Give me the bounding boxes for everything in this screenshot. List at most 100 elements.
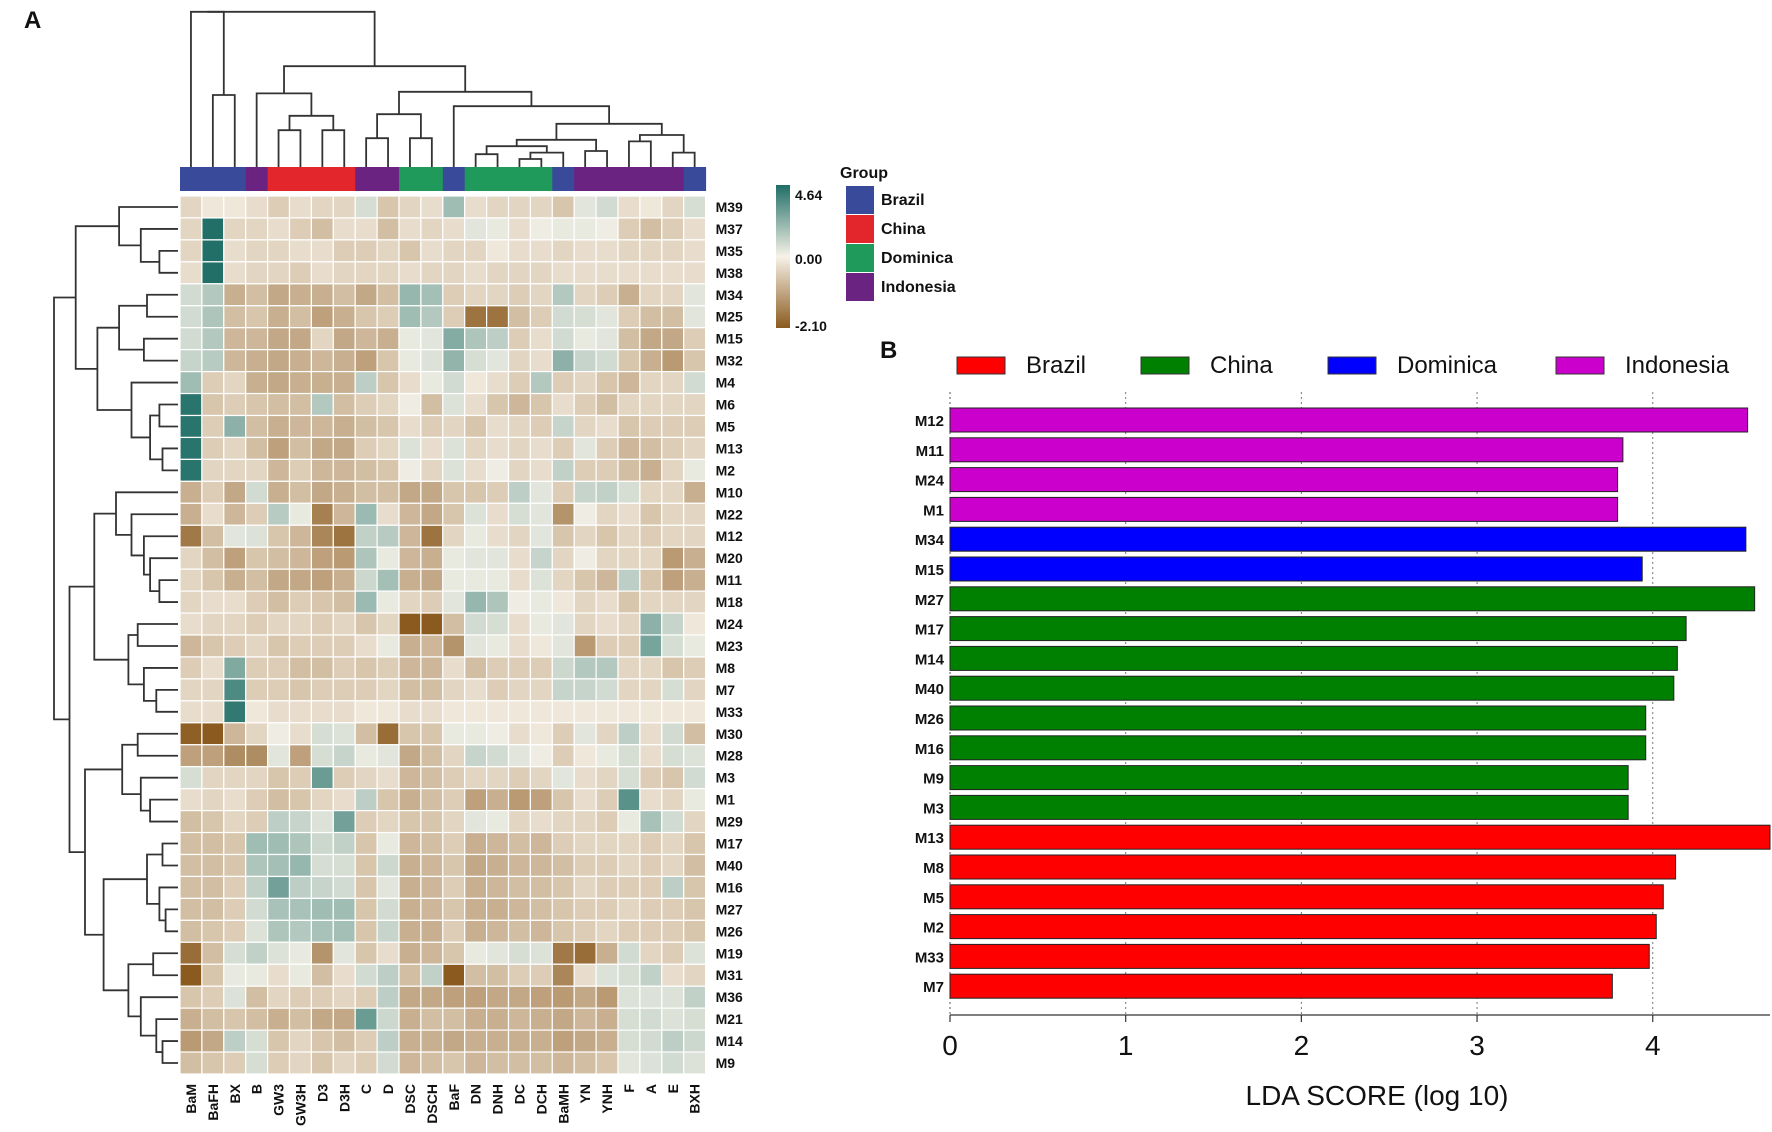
heatmap-cell-M17-BaF (442, 831, 466, 856)
heatmap-cell-M37-C (354, 217, 378, 241)
heatmap-cells (179, 195, 707, 1075)
heatmap-cell-M33-D (376, 700, 400, 724)
heatmap-cell-M32-B (245, 349, 269, 373)
column-label: F (621, 1084, 637, 1093)
heatmap-cell-M34-DSCH (420, 283, 444, 307)
heatmap-cell-M30-BXH (683, 722, 707, 746)
heatmap-cell-M1-BaF (442, 788, 466, 812)
lda-legend-label: Dominica (1397, 352, 1498, 379)
heatmap-cell-M12-DNH (486, 524, 510, 548)
heatmap-cell-M21-DC (507, 1007, 531, 1031)
heatmap-cell-M22-BaFH (201, 502, 225, 526)
column-dendrogram (190, 10, 696, 167)
heatmap-cell-M21-DSC (398, 1007, 422, 1031)
lda-x-tick-label: 2 (1294, 1030, 1310, 1061)
heatmap-cell-M15-B (245, 327, 269, 351)
heatmap-cell-M7-DSCH (420, 678, 444, 702)
heatmap-cell-M35-F (617, 239, 641, 263)
heatmap-cell-M3-D (376, 766, 400, 790)
heatmap-cell-M23-D3 (310, 634, 334, 658)
heatmap-cell-M33-BaM (179, 700, 203, 724)
heatmap-cell-M16-DC (507, 875, 531, 900)
heatmap-cell-M34-YNH (595, 283, 619, 307)
heatmap-cell-M39-BaFH (201, 195, 225, 219)
heatmap-cell-M24-BXH (683, 612, 707, 636)
heatmap-cell-M22-BaF (442, 502, 466, 526)
heatmap-cell-M24-BaM (179, 612, 203, 636)
heatmap-cell-M39-DN (464, 195, 488, 219)
heatmap-cell-M30-GW3H (288, 722, 312, 746)
column-label: BaMH (555, 1084, 571, 1124)
heatmap-cell-M40-F (617, 853, 641, 878)
heatmap-cell-M6-C (354, 392, 378, 417)
heatmap-cell-M21-C (354, 1007, 378, 1031)
heatmap-cell-M25-A (639, 305, 663, 329)
heatmap-cell-M31-D (376, 963, 400, 987)
heatmap-cell-M35-BX (223, 239, 247, 263)
heatmap-cell-M2-BX (223, 458, 247, 482)
lda-category-label: M34 (915, 532, 945, 549)
heatmap-cell-M3-DN (464, 766, 488, 790)
heatmap-cell-M9-DSC (398, 1051, 422, 1075)
heatmap-cell-M2-DCH (529, 458, 553, 482)
heatmap-cell-M14-F (617, 1029, 641, 1053)
heatmap-cell-M17-YN (573, 831, 597, 856)
heatmap-cell-M4-BaM (179, 371, 203, 395)
heatmap-cell-M2-DSC (398, 458, 422, 482)
heatmap-cell-M5-YNH (595, 414, 619, 439)
heatmap-cell-M34-BXH (683, 283, 707, 307)
heatmap-cell-M31-YN (573, 963, 597, 987)
heatmap-cell-M34-DC (507, 283, 531, 307)
heatmap-cell-M11-D (376, 568, 400, 592)
heatmap-cell-M21-D (376, 1007, 400, 1031)
heatmap-cell-M24-DN (464, 612, 488, 636)
group-bar-cell-F (618, 167, 641, 191)
heatmap-cell-M16-GW3 (267, 875, 291, 900)
heatmap-cell-M38-C (354, 261, 378, 285)
heatmap-cell-M3-YNH (595, 766, 619, 790)
heatmap-cell-M4-DSCH (420, 371, 444, 395)
heatmap-cell-M28-D (376, 744, 400, 768)
heatmap-cell-M1-BXH (683, 788, 707, 812)
heatmap-cell-M12-BaMH (551, 524, 575, 548)
heatmap-cell-M9-D3 (310, 1051, 334, 1075)
heatmap-cell-M1-DC (507, 788, 531, 812)
heatmap-cell-M15-E (661, 327, 685, 351)
heatmap-cell-M35-DCH (529, 239, 553, 263)
heatmap-cell-M39-BaMH (551, 195, 575, 219)
heatmap-cell-M19-GW3H (288, 941, 312, 965)
heatmap-cell-M24-DCH (529, 612, 553, 636)
heatmap-cell-M36-BaFH (201, 985, 225, 1009)
heatmap-cell-M19-DN (464, 941, 488, 965)
heatmap-cell-M13-B (245, 436, 269, 461)
heatmap-cell-M30-GW3 (267, 722, 291, 746)
heatmap-cell-M38-DN (464, 261, 488, 285)
dendrogram-branch (102, 878, 147, 992)
heatmap-cell-M16-D (376, 875, 400, 900)
heatmap-cell-M34-D3H (332, 283, 356, 307)
heatmap-cell-M2-DNH (486, 458, 510, 482)
heatmap-cell-M38-BaM (179, 261, 203, 285)
lda-legend-swatch (956, 356, 1006, 375)
heatmap-cell-M20-DSC (398, 546, 422, 570)
heatmap-cell-M20-D (376, 546, 400, 570)
heatmap-cell-M7-YN (573, 678, 597, 702)
heatmap-cell-M20-GW3H (288, 546, 312, 570)
heatmap-cell-M35-BXH (683, 239, 707, 263)
heatmap-cell-M13-C (354, 436, 378, 461)
heatmap-cell-M33-DC (507, 700, 531, 724)
heatmap-cell-M14-YN (573, 1029, 597, 1053)
heatmap-cell-M7-BaF (442, 678, 466, 702)
heatmap-cell-M33-BaF (442, 700, 466, 724)
heatmap-cell-M25-GW3 (267, 305, 291, 329)
heatmap-cell-M9-DCH (529, 1051, 553, 1075)
heatmap-cell-M27-BXH (683, 897, 707, 921)
heatmap-cell-M28-DSCH (420, 744, 444, 768)
heatmap-cell-M15-YNH (595, 327, 619, 351)
group-legend-swatch (846, 244, 874, 272)
heatmap-cell-M36-YNH (595, 985, 619, 1009)
group-bar-cell-YN (574, 167, 597, 191)
row-label: M38 (716, 265, 743, 281)
heatmap-cell-M16-D3 (310, 875, 334, 900)
heatmap-cell-M29-YN (573, 809, 597, 834)
